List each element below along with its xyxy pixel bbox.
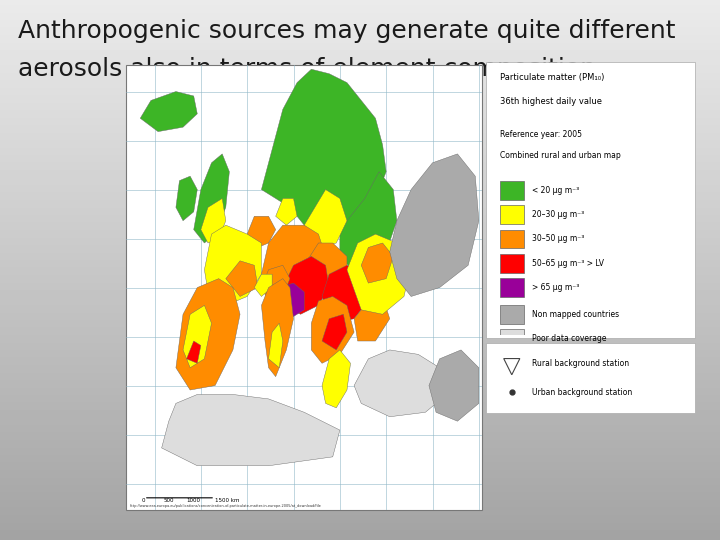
Polygon shape xyxy=(254,274,272,296)
Polygon shape xyxy=(269,323,283,368)
Text: > 65 μg m⁻³: > 65 μg m⁻³ xyxy=(532,283,580,292)
Polygon shape xyxy=(201,199,226,243)
Polygon shape xyxy=(304,190,347,247)
FancyBboxPatch shape xyxy=(500,305,524,324)
Polygon shape xyxy=(354,350,446,417)
Polygon shape xyxy=(283,256,329,314)
Polygon shape xyxy=(311,296,354,363)
Polygon shape xyxy=(276,199,297,225)
Polygon shape xyxy=(322,350,351,408)
Polygon shape xyxy=(261,225,325,306)
Text: Urban background station: Urban background station xyxy=(532,388,632,397)
Text: < 20 μg m⁻³: < 20 μg m⁻³ xyxy=(532,186,579,195)
Text: Poor data coverage: Poor data coverage xyxy=(532,334,606,343)
Polygon shape xyxy=(176,176,197,221)
Text: Combined rural and urban map: Combined rural and urban map xyxy=(500,151,621,160)
Polygon shape xyxy=(261,69,386,234)
Text: Non mapped countries: Non mapped countries xyxy=(532,310,619,319)
Text: Particulate matter (PM₁₀): Particulate matter (PM₁₀) xyxy=(500,73,604,82)
Text: Rural background station: Rural background station xyxy=(532,359,629,368)
Text: 1500 km: 1500 km xyxy=(215,498,240,503)
FancyBboxPatch shape xyxy=(500,181,524,200)
Polygon shape xyxy=(186,341,201,363)
Polygon shape xyxy=(161,394,340,465)
Polygon shape xyxy=(183,306,212,368)
Polygon shape xyxy=(261,279,294,377)
Polygon shape xyxy=(226,261,258,296)
Polygon shape xyxy=(340,172,397,269)
Polygon shape xyxy=(176,279,240,390)
Polygon shape xyxy=(347,234,411,314)
Polygon shape xyxy=(304,243,347,296)
Text: 50–65 μg m⁻³ > LV: 50–65 μg m⁻³ > LV xyxy=(532,259,604,268)
Polygon shape xyxy=(194,154,230,243)
Text: Reference year: 2005: Reference year: 2005 xyxy=(500,130,582,139)
Text: 0: 0 xyxy=(142,498,145,503)
Text: 20–30 μg m⁻³: 20–30 μg m⁻³ xyxy=(532,210,584,219)
Polygon shape xyxy=(429,350,479,421)
Polygon shape xyxy=(361,243,393,283)
Text: http://www.eea.europa.eu/publications/concentration-of-particulate-matter-in-eur: http://www.eea.europa.eu/publications/co… xyxy=(130,504,321,508)
FancyBboxPatch shape xyxy=(500,230,524,248)
Text: 36th highest daily value: 36th highest daily value xyxy=(500,97,602,106)
FancyBboxPatch shape xyxy=(500,254,524,273)
Polygon shape xyxy=(247,216,276,247)
Polygon shape xyxy=(261,265,290,301)
Text: aerosols also in terms of element composition.: aerosols also in terms of element compos… xyxy=(18,57,604,80)
Polygon shape xyxy=(354,296,390,341)
Polygon shape xyxy=(269,283,304,319)
Text: 500: 500 xyxy=(163,498,174,503)
Polygon shape xyxy=(204,225,261,306)
Polygon shape xyxy=(390,154,479,296)
Polygon shape xyxy=(322,314,347,350)
Text: 30–50 μg m⁻³: 30–50 μg m⁻³ xyxy=(532,234,585,244)
Polygon shape xyxy=(140,91,197,132)
Text: Anthropogenic sources may generate quite different: Anthropogenic sources may generate quite… xyxy=(18,19,675,43)
Polygon shape xyxy=(322,265,369,323)
FancyBboxPatch shape xyxy=(500,205,524,224)
Text: 1000: 1000 xyxy=(186,498,201,503)
FancyBboxPatch shape xyxy=(500,278,524,297)
FancyBboxPatch shape xyxy=(500,329,524,348)
